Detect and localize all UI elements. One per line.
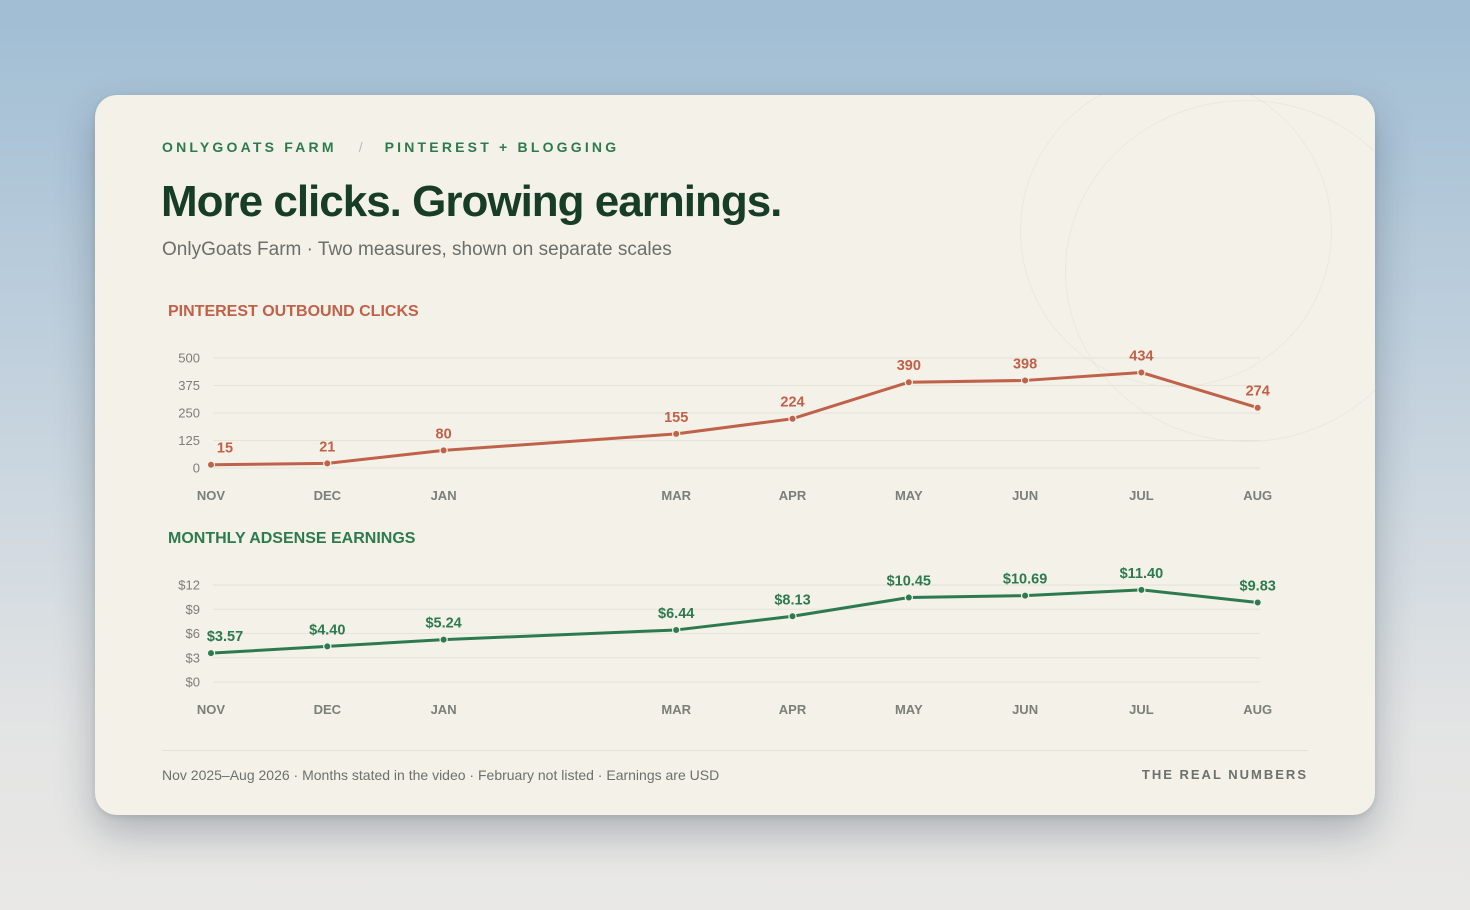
- clicks-data-label: 15: [217, 441, 233, 457]
- earnings-x-tick-label: MAY: [895, 702, 923, 717]
- clicks-y-tick-label: 0: [193, 461, 200, 476]
- clicks-data-label: 390: [897, 358, 921, 374]
- earnings-data-label: $9.83: [1240, 579, 1276, 595]
- earnings-y-tick-label: $0: [186, 675, 200, 690]
- earnings-y-tick-label: $6: [186, 626, 200, 641]
- clicks-data-point: [1020, 376, 1030, 385]
- earnings-x-tick-label: JUL: [1129, 702, 1154, 717]
- earnings-y-tick-label: $9: [186, 602, 200, 617]
- clicks-data-label: 21: [319, 439, 335, 455]
- eyebrow-separator: /: [358, 139, 363, 155]
- clicks-data-label: 274: [1246, 384, 1270, 400]
- clicks-x-tick-label: JAN: [431, 488, 457, 503]
- clicks-x-tick-label: AUG: [1243, 488, 1272, 503]
- earnings-data-point: [1020, 591, 1030, 600]
- clicks-data-point: [788, 414, 797, 423]
- clicks-data-point: [1137, 368, 1146, 377]
- clicks-data-label: 155: [664, 410, 688, 426]
- earnings-data-point: [904, 593, 914, 602]
- earnings-data-point: [788, 612, 797, 621]
- clicks-x-tick-label: JUN: [1012, 488, 1038, 503]
- clicks-x-tick-label: DEC: [314, 488, 342, 503]
- chart-card: ONLYGOATS FARM / PINTEREST + BLOGGING Mo…: [95, 95, 1375, 815]
- earnings-data-label: $10.69: [1003, 572, 1047, 588]
- earnings-data-label: $5.24: [425, 616, 461, 632]
- clicks-data-label: 398: [1013, 356, 1037, 372]
- earnings-x-tick-label: MAR: [661, 702, 691, 717]
- eyebrow: ONLYGOATS FARM / PINTEREST + BLOGGING: [162, 139, 619, 155]
- clicks-data-point: [904, 378, 914, 387]
- clicks-data-point: [206, 460, 216, 469]
- earnings-x-tick-label: AUG: [1243, 702, 1272, 717]
- earnings-data-point: [1137, 585, 1146, 595]
- earnings-y-tick-label: $12: [178, 578, 200, 593]
- footer-brand: THE REAL NUMBERS: [1141, 767, 1308, 782]
- clicks-data-label: 434: [1129, 349, 1153, 365]
- earnings-x-tick-label: DEC: [314, 702, 342, 717]
- page-title: More clicks. Growing earnings.: [161, 177, 782, 226]
- charts-svg: PINTEREST OUTBOUND CLICKS 0 125 250 375 500 NO…: [168, 303, 1276, 717]
- earnings-data-point: [1253, 598, 1262, 607]
- earnings-data-point: [206, 648, 216, 658]
- clicks-y-tick-label: 375: [178, 378, 200, 393]
- earnings-y-tick-label: $3: [186, 650, 200, 665]
- clicks-x-tick-label: NOV: [197, 488, 226, 503]
- clicks-data-point: [439, 446, 448, 455]
- earnings-x-tick-label: NOV: [197, 702, 226, 717]
- clicks-data-label: 80: [436, 426, 452, 442]
- earnings-data-label: $10.45: [887, 574, 931, 590]
- earnings-data-point: [323, 642, 332, 651]
- earnings-data-label: $3.57: [207, 629, 243, 645]
- earnings-data-label: $11.40: [1120, 566, 1164, 582]
- clicks-data-point: [1253, 403, 1262, 412]
- clicks-y-tick-label: 250: [178, 406, 200, 421]
- earnings-chart-title: MONTHLY ADSENSE EARNINGS: [168, 530, 416, 547]
- clicks-x-tick-label: JUL: [1129, 488, 1154, 503]
- earnings-data-label: $6.44: [658, 606, 694, 622]
- clicks-data-point: [323, 459, 332, 468]
- clicks-x-tick-label: APR: [779, 488, 807, 503]
- clicks-y-tick-label: 125: [178, 433, 200, 448]
- clicks-data-point: [672, 429, 681, 439]
- page-subtitle: OnlyGoats Farm · Two measures, shown on …: [162, 239, 672, 260]
- clicks-x-tick-label: MAY: [895, 488, 923, 503]
- earnings-data-label: $4.40: [309, 622, 345, 638]
- clicks-x-tick-label: MAR: [661, 488, 691, 503]
- footer-divider: [162, 750, 1308, 751]
- earnings-data-label: $8.13: [774, 592, 810, 608]
- earnings-series-line: [209, 588, 1260, 655]
- clicks-chart-title: PINTEREST OUTBOUND CLICKS: [168, 303, 419, 320]
- footnote: Nov 2025–Aug 2026 · Months stated in the…: [162, 767, 720, 783]
- eyebrow-brand: ONLYGOATS FARM: [162, 139, 337, 155]
- earnings-data-point: [672, 625, 681, 635]
- earnings-data-point: [439, 635, 448, 644]
- earnings-x-tick-label: JUN: [1012, 702, 1038, 717]
- clicks-series-line: [209, 371, 1260, 467]
- earnings-x-tick-label: APR: [779, 702, 807, 717]
- earnings-x-tick-label: JAN: [431, 702, 457, 717]
- clicks-data-label: 224: [780, 395, 804, 411]
- clicks-y-tick-label: 500: [178, 351, 200, 366]
- eyebrow-topic: PINTEREST + BLOGGING: [384, 139, 620, 155]
